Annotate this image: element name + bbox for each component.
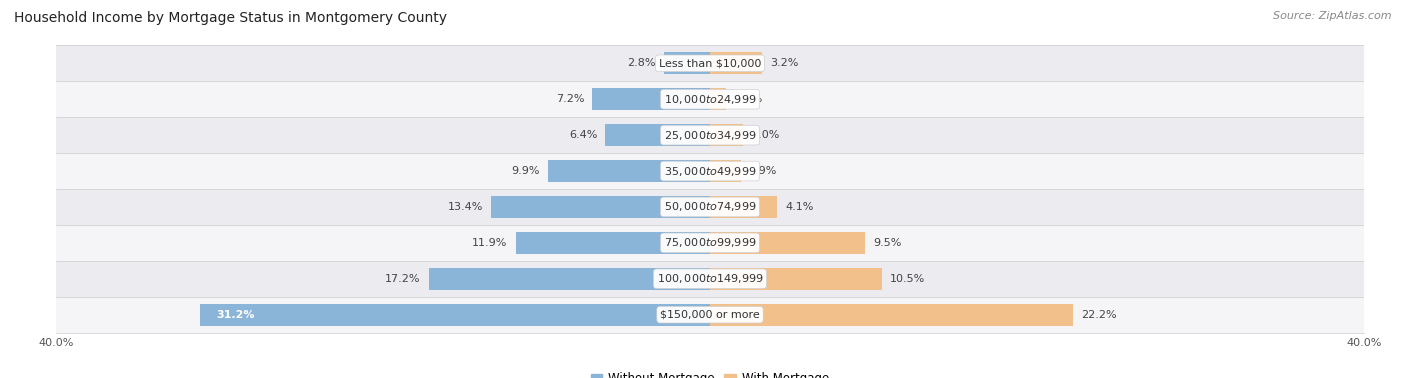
Bar <box>710 88 727 110</box>
Text: 13.4%: 13.4% <box>447 202 482 212</box>
Bar <box>56 297 1364 333</box>
Bar <box>710 268 882 290</box>
Text: $150,000 or more: $150,000 or more <box>661 310 759 320</box>
Text: $25,000 to $34,999: $25,000 to $34,999 <box>664 129 756 142</box>
Text: 6.4%: 6.4% <box>569 130 598 140</box>
Text: Source: ZipAtlas.com: Source: ZipAtlas.com <box>1274 11 1392 21</box>
Bar <box>56 81 1364 117</box>
Text: 9.5%: 9.5% <box>873 238 901 248</box>
Bar <box>592 88 710 110</box>
Text: $75,000 to $99,999: $75,000 to $99,999 <box>664 236 756 249</box>
Text: 2.0%: 2.0% <box>751 130 779 140</box>
Text: 11.9%: 11.9% <box>472 238 508 248</box>
Text: $35,000 to $49,999: $35,000 to $49,999 <box>664 164 756 178</box>
Bar <box>56 45 1364 81</box>
Text: Household Income by Mortgage Status in Montgomery County: Household Income by Mortgage Status in M… <box>14 11 447 25</box>
Text: 7.2%: 7.2% <box>555 94 583 104</box>
Bar <box>429 268 710 290</box>
Bar <box>56 225 1364 261</box>
Bar <box>516 232 710 254</box>
Text: 10.5%: 10.5% <box>890 274 925 284</box>
Bar <box>56 189 1364 225</box>
Legend: Without Mortgage, With Mortgage: Without Mortgage, With Mortgage <box>586 367 834 378</box>
Bar <box>548 160 710 182</box>
Bar <box>710 304 1073 326</box>
Bar <box>710 52 762 74</box>
Text: $100,000 to $149,999: $100,000 to $149,999 <box>657 272 763 285</box>
Bar <box>710 232 865 254</box>
Bar <box>710 196 778 218</box>
Bar <box>710 160 741 182</box>
Text: $50,000 to $74,999: $50,000 to $74,999 <box>664 200 756 214</box>
Text: 3.2%: 3.2% <box>770 58 799 68</box>
Bar <box>56 261 1364 297</box>
Text: 31.2%: 31.2% <box>217 310 254 320</box>
Text: 9.9%: 9.9% <box>512 166 540 176</box>
Text: 4.1%: 4.1% <box>785 202 814 212</box>
Bar <box>200 304 710 326</box>
Text: 1.0%: 1.0% <box>734 94 763 104</box>
Text: 22.2%: 22.2% <box>1081 310 1116 320</box>
Text: 2.8%: 2.8% <box>627 58 657 68</box>
Bar <box>606 124 710 146</box>
Bar <box>710 124 742 146</box>
Text: 1.9%: 1.9% <box>749 166 778 176</box>
Text: 17.2%: 17.2% <box>385 274 420 284</box>
Bar <box>491 196 710 218</box>
Bar <box>56 117 1364 153</box>
Text: Less than $10,000: Less than $10,000 <box>659 58 761 68</box>
Text: $10,000 to $24,999: $10,000 to $24,999 <box>664 93 756 106</box>
Bar <box>664 52 710 74</box>
Bar <box>56 153 1364 189</box>
